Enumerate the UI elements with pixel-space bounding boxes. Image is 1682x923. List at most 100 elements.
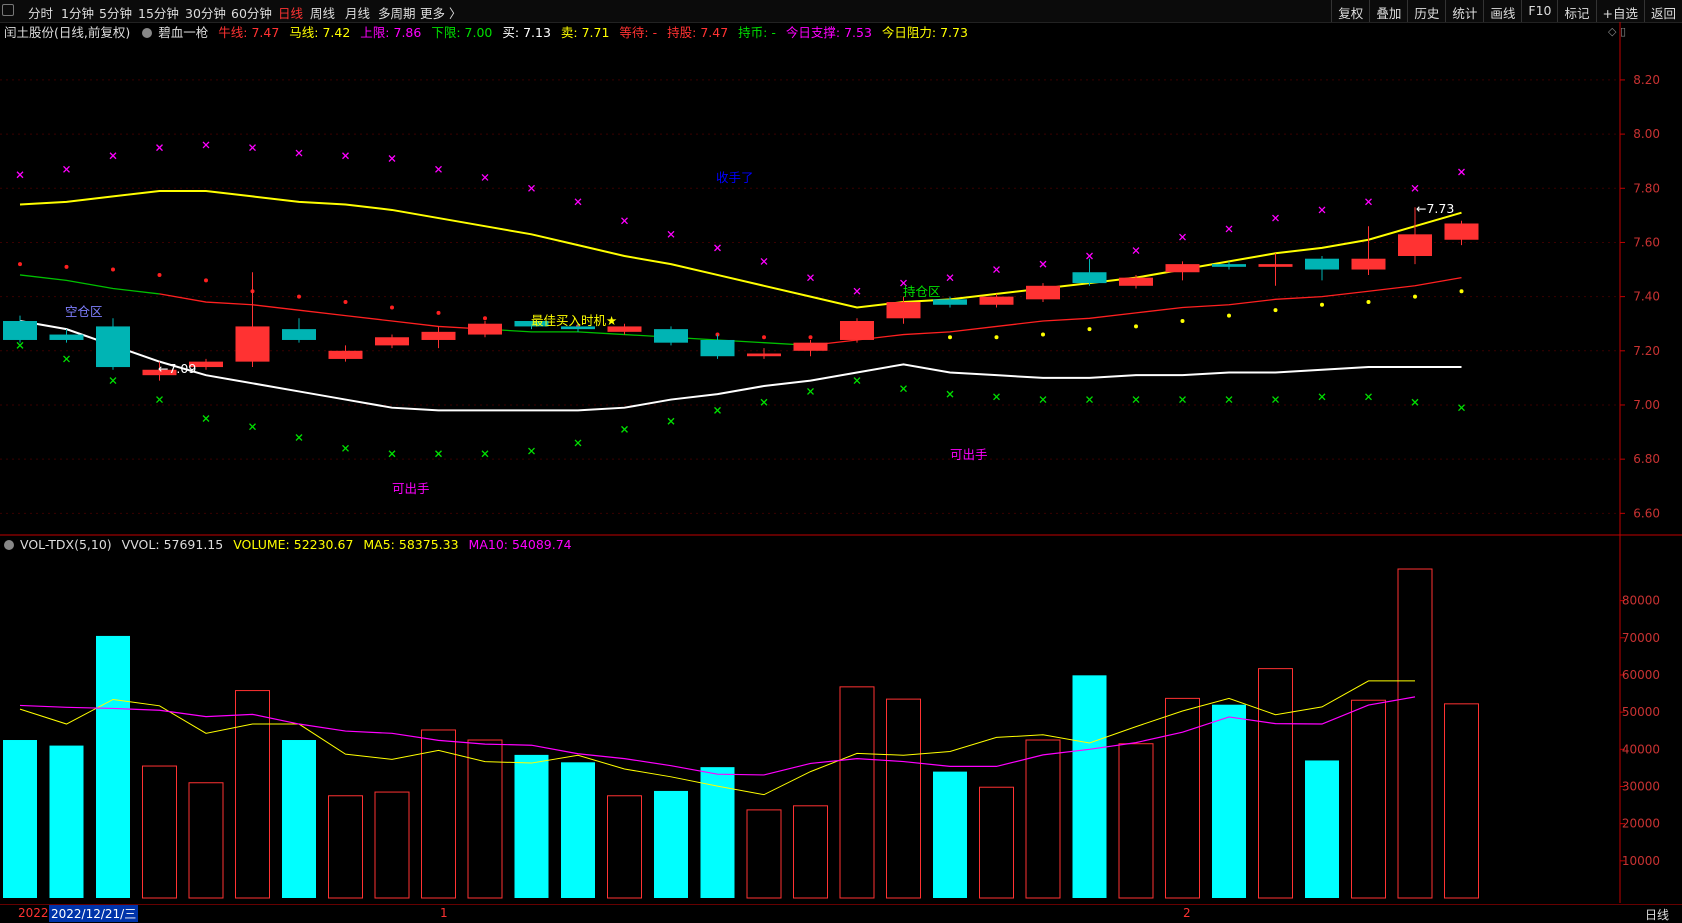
diamond-icon[interactable]: ◇ bbox=[1607, 25, 1617, 38]
candle-body-23 bbox=[1072, 272, 1107, 284]
sell-value: 卖: 7.71 bbox=[561, 25, 610, 40]
price-tick-label-1: 8.00 bbox=[1633, 127, 1660, 141]
vol-indicator-name[interactable]: VOL-TDX(5,10) bbox=[20, 537, 112, 552]
period-tab-5[interactable]: 60分钟 bbox=[231, 6, 272, 21]
candle-body-22 bbox=[1026, 285, 1060, 300]
vol-bar-6 bbox=[282, 740, 316, 898]
support: 7.53 bbox=[844, 25, 872, 40]
vol-bar-4 bbox=[188, 782, 224, 899]
red-dot-13 bbox=[622, 327, 627, 332]
lower-value: 下限: 7.00 bbox=[431, 25, 492, 40]
green-x-15 bbox=[714, 406, 721, 414]
period-tab-4[interactable]: 30分钟 bbox=[185, 6, 226, 21]
yellow-dot-0 bbox=[948, 335, 952, 340]
coin-value: 持币: - bbox=[738, 25, 776, 40]
indicator-settings-icon[interactable] bbox=[142, 28, 153, 38]
period-tab-1[interactable]: 1分钟 bbox=[61, 6, 94, 21]
candle-body-3 bbox=[142, 369, 177, 376]
candle-body-28 bbox=[1305, 258, 1339, 270]
vol-bar-18 bbox=[839, 686, 875, 899]
period-tab-10[interactable]: 更多 〉 bbox=[420, 6, 462, 21]
volume: 52230.67 bbox=[293, 537, 354, 552]
candle-body-29 bbox=[1351, 258, 1386, 270]
green-x-9 bbox=[435, 450, 442, 458]
annotation-high-arrow: ←7.73 bbox=[1416, 201, 1454, 216]
vol-bar-5 bbox=[235, 690, 270, 899]
toolbar-button-4[interactable]: 画线 bbox=[1483, 0, 1521, 22]
menu-icon[interactable] bbox=[2, 4, 14, 16]
candle-body-13 bbox=[607, 326, 642, 332]
magenta-x-7 bbox=[342, 152, 349, 160]
toolbar-button-5[interactable]: F10 bbox=[1521, 0, 1557, 22]
green-x-4 bbox=[202, 415, 210, 422]
red-dot-4 bbox=[204, 278, 208, 283]
yellow-dot-2 bbox=[1041, 332, 1045, 337]
red-dot-8 bbox=[390, 305, 394, 310]
period-tab-9[interactable]: 多周期 bbox=[378, 6, 416, 21]
green-x-17 bbox=[807, 387, 814, 395]
period-tab-0[interactable]: 分时 bbox=[28, 6, 54, 21]
magenta-x-17 bbox=[807, 274, 814, 282]
green-x-21 bbox=[993, 393, 1000, 401]
support-label: 今日支撑: bbox=[785, 25, 841, 40]
candle-body-7 bbox=[328, 350, 363, 359]
toolbar-button-0[interactable]: 复权 bbox=[1331, 0, 1369, 22]
price-tick-label-4: 7.40 bbox=[1633, 290, 1660, 304]
wait: - bbox=[652, 25, 658, 40]
ma5-value: MA5: 58375.33 bbox=[363, 537, 458, 552]
toolbar-button-3[interactable]: 统计 bbox=[1445, 0, 1483, 22]
toolbar-button-2[interactable]: 历史 bbox=[1407, 0, 1445, 22]
upper-value: 上限: 7.86 bbox=[360, 25, 421, 40]
toolbar-button-1[interactable]: 叠加 bbox=[1369, 0, 1407, 22]
yellow-dot-8 bbox=[1320, 302, 1324, 307]
vol-tick-label-1: 70000 bbox=[1622, 631, 1660, 645]
green-x-6 bbox=[295, 434, 303, 441]
annotation-kongcang: 空仓区 bbox=[65, 304, 103, 319]
green-x-12 bbox=[574, 439, 582, 447]
magenta-x-6 bbox=[295, 149, 303, 157]
red-dot-6 bbox=[297, 294, 301, 299]
volume-value: VOLUME: 52230.67 bbox=[233, 537, 353, 552]
candle-body-8 bbox=[375, 337, 409, 346]
magenta-x-3 bbox=[156, 144, 163, 152]
period-tab-8[interactable]: 月线 bbox=[345, 6, 371, 21]
annotation-kechushou-1: 可出手 bbox=[392, 481, 430, 496]
period-tab-3[interactable]: 15分钟 bbox=[138, 6, 179, 21]
toolbar-button-7[interactable]: +自选 bbox=[1595, 0, 1644, 22]
annotation-low-arrow: ←7.09 bbox=[158, 361, 196, 376]
magenta-x-12 bbox=[574, 198, 582, 206]
panel-toggle-icon[interactable]: ▯ bbox=[1619, 25, 1626, 38]
yellow-dot-6 bbox=[1227, 313, 1231, 318]
vvol-value: VVOL: 57691.15 bbox=[122, 537, 224, 552]
period-tab-2[interactable]: 5分钟 bbox=[99, 6, 132, 21]
candle-body-24 bbox=[1119, 277, 1153, 286]
yellow-dot-5 bbox=[1180, 319, 1185, 324]
candle-body-27 bbox=[1258, 264, 1293, 267]
vol-bar-10 bbox=[467, 739, 503, 899]
buy-label: 买: bbox=[502, 25, 520, 40]
toolbar-button-6[interactable]: 标记 bbox=[1557, 0, 1595, 22]
magenta-x-2 bbox=[109, 152, 117, 160]
annotation-best-buy: 最佳买入时机★ bbox=[531, 313, 617, 328]
toolbar-button-8[interactable]: 返回 bbox=[1643, 0, 1682, 22]
green-x-28 bbox=[1318, 393, 1326, 401]
green-x-1 bbox=[63, 355, 70, 363]
red-dot-10 bbox=[483, 316, 487, 321]
candle-body-16 bbox=[747, 353, 781, 357]
white-lower-line bbox=[19, 320, 1462, 412]
green-segment-2 bbox=[484, 328, 811, 347]
period-tab-6[interactable]: 日线 bbox=[278, 6, 304, 21]
lower-label: 下限: bbox=[431, 25, 461, 40]
magenta-x-16 bbox=[760, 257, 768, 265]
magenta-x-31 bbox=[1458, 168, 1465, 176]
green-x-10 bbox=[481, 450, 489, 458]
support-value: 今日支撑: 7.53 bbox=[786, 25, 872, 40]
lower: 7.00 bbox=[464, 25, 493, 40]
vol-bar-31 bbox=[1444, 703, 1479, 899]
indicator-name[interactable]: 碧血一枪 bbox=[158, 25, 209, 40]
upper: 7.86 bbox=[393, 25, 422, 40]
price-tick-label-3: 7.60 bbox=[1633, 235, 1660, 249]
volume-settings-icon[interactable] bbox=[4, 540, 14, 550]
period-tab-7[interactable]: 周线 bbox=[310, 6, 336, 21]
